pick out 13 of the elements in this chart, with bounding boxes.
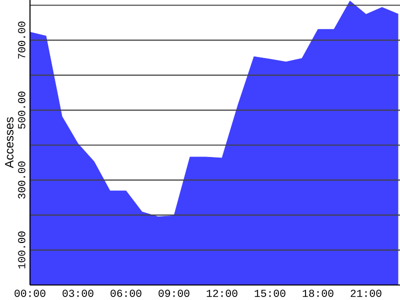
x-tick-label: 00:00 bbox=[14, 290, 46, 297]
x-tick-label: 03:00 bbox=[62, 290, 94, 297]
x-tick-label: 12:00 bbox=[206, 290, 238, 297]
x-tick-label: 15:00 bbox=[254, 290, 286, 297]
y-tick-label: 500.00 bbox=[18, 92, 26, 129]
y-tick-label: 100.00 bbox=[18, 231, 26, 268]
x-tick-label: 09:00 bbox=[158, 290, 190, 297]
y-axis-title: Accesses bbox=[5, 117, 14, 168]
y-tick-label: 700.00 bbox=[18, 22, 26, 59]
x-tick-label: 18:00 bbox=[302, 290, 334, 297]
x-tick-label: 06:00 bbox=[110, 290, 142, 297]
x-tick-label: 21:00 bbox=[350, 290, 382, 297]
y-tick-label: 300.00 bbox=[18, 162, 26, 199]
